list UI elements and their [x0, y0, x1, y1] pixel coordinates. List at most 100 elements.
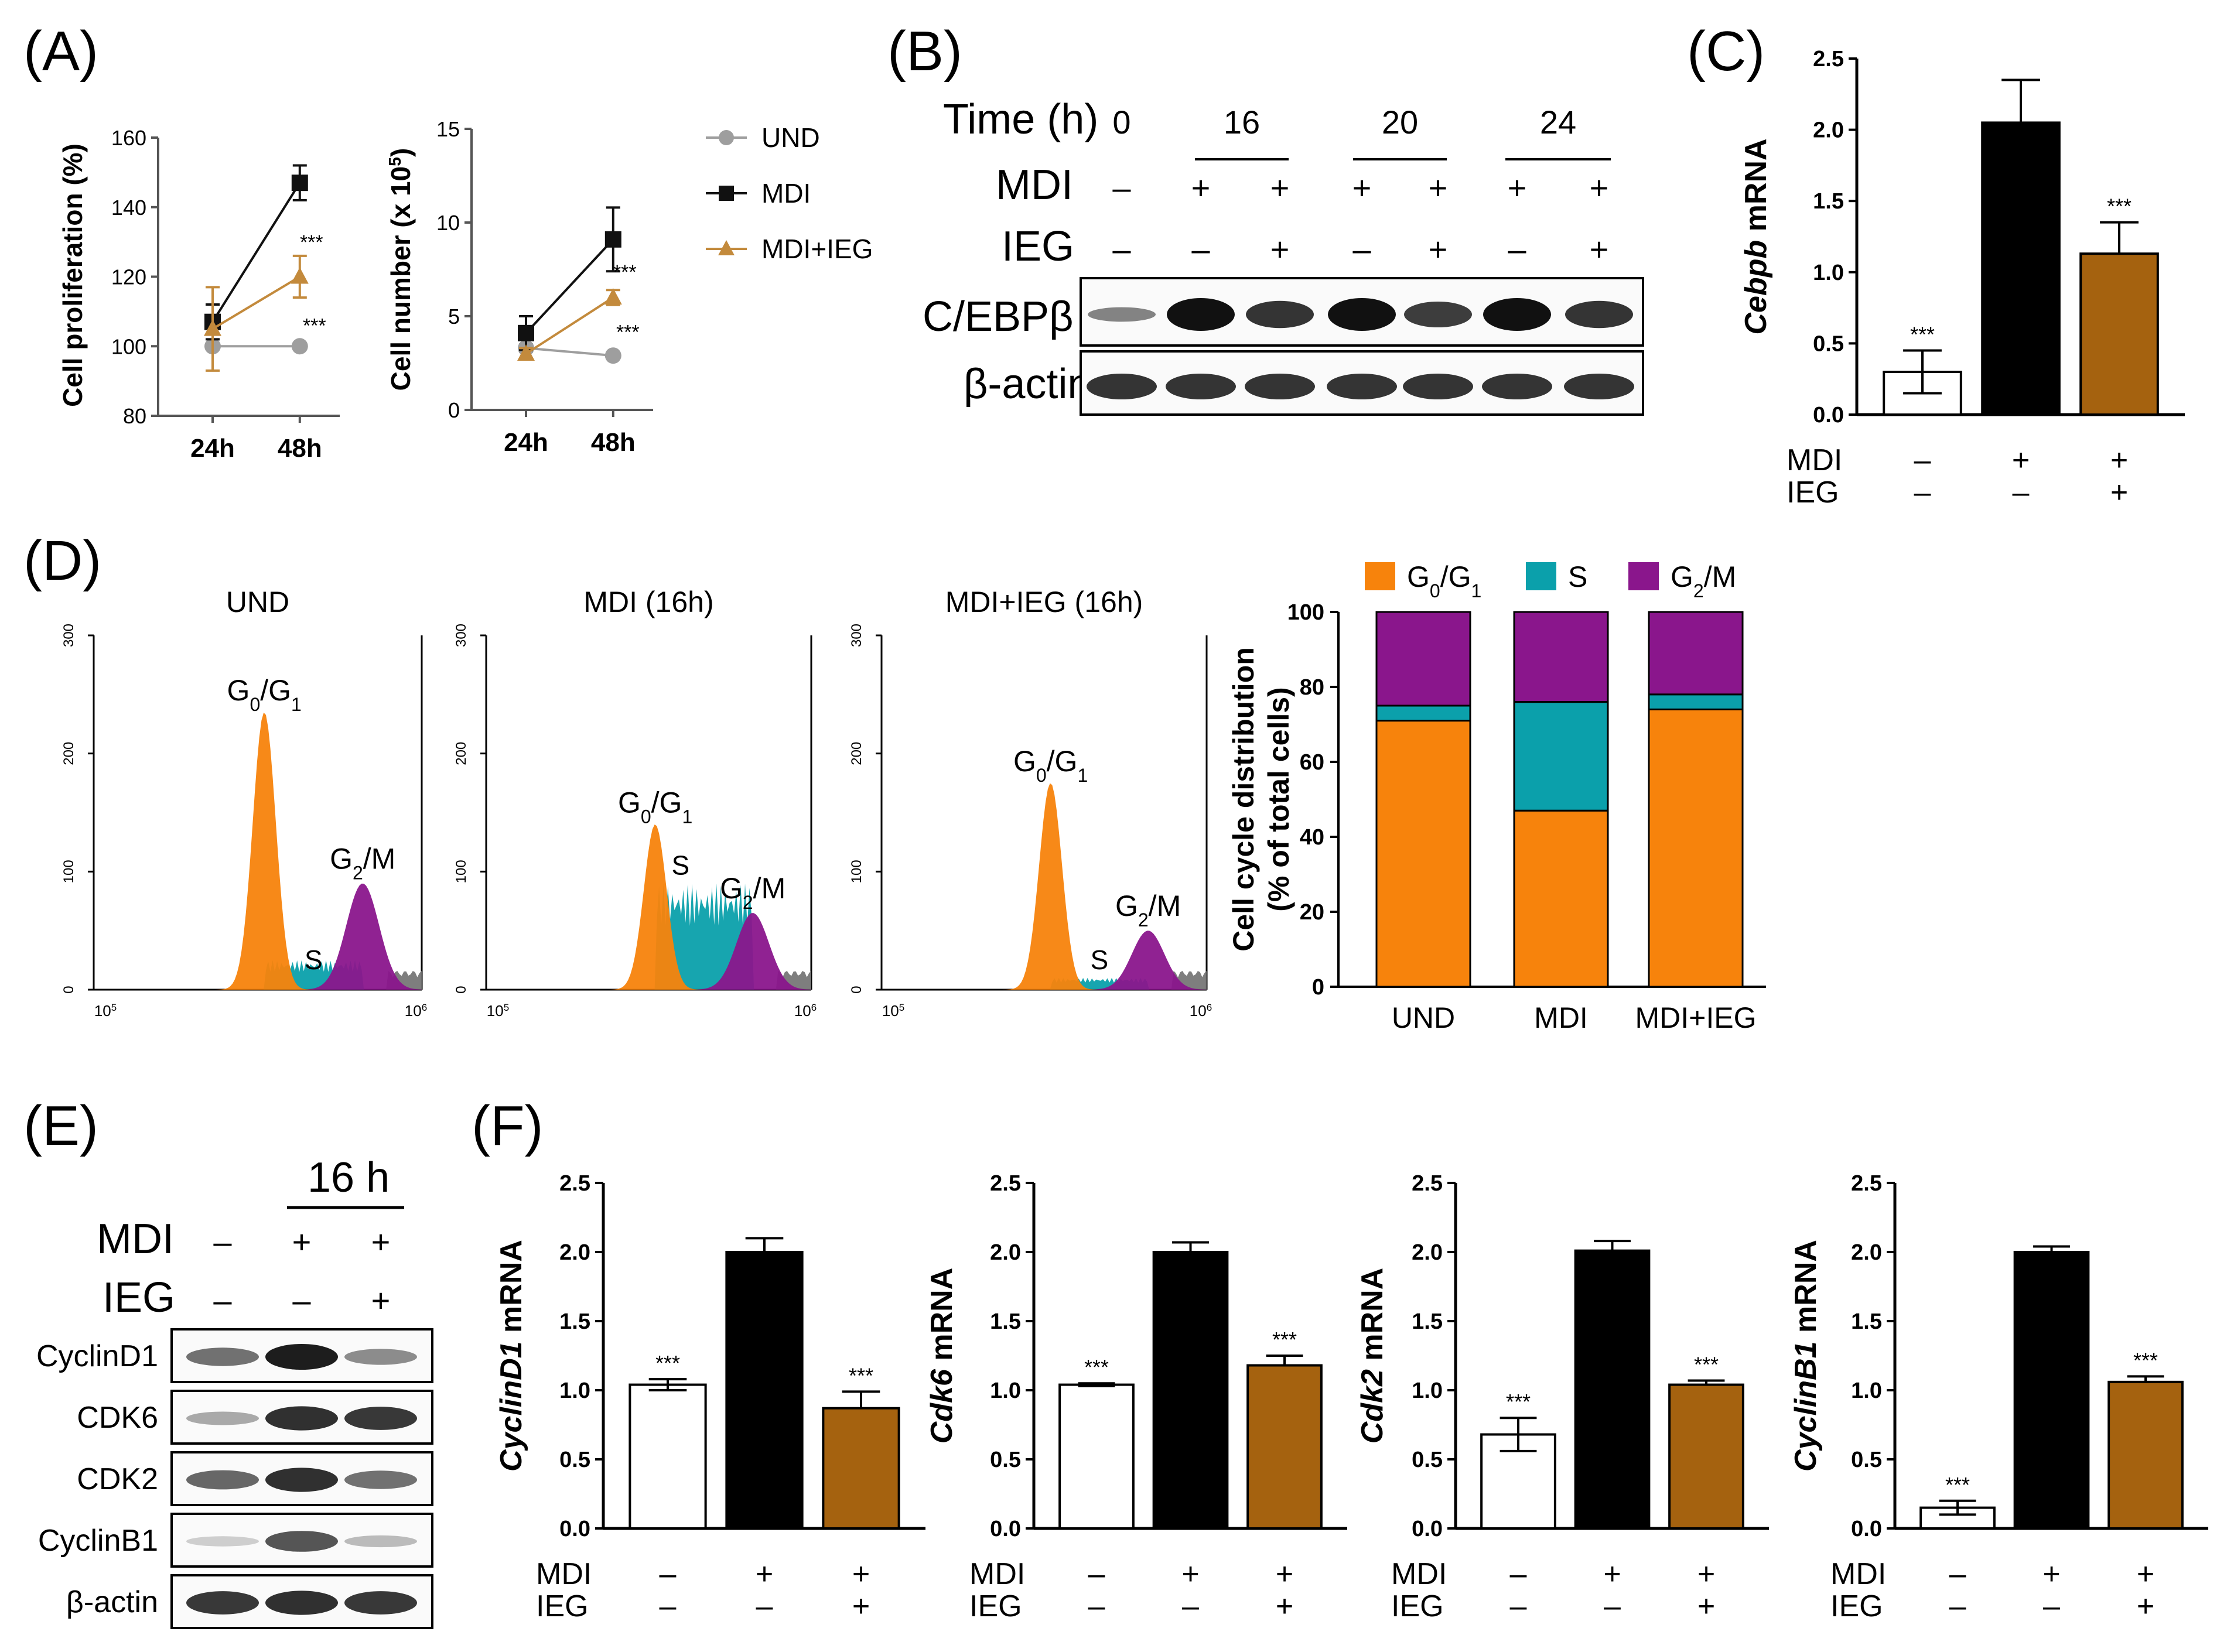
band-actin — [1166, 374, 1236, 399]
hist-x-tick-label: 105 — [94, 1002, 117, 1020]
y-tick-label: 1.0 — [990, 1379, 1021, 1403]
y-tick-label: 2.0 — [1813, 118, 1844, 143]
y-tick-label: 2.5 — [559, 1171, 590, 1196]
x-tick-label: UND — [1392, 1001, 1455, 1034]
ieg-sign: + — [852, 1589, 870, 1623]
part: /G — [1440, 560, 1471, 593]
y-axis-label-part: Cebpb — [1739, 240, 1773, 335]
mdi-row-label: MDI — [969, 1557, 1025, 1591]
g2m-area — [897, 931, 1207, 990]
mdi-sign: + — [1352, 169, 1372, 206]
blot-band — [344, 1591, 417, 1615]
ieg-sign: – — [1914, 476, 1931, 509]
s-peak-label: S — [672, 850, 690, 881]
data-point — [291, 175, 308, 191]
hist-y-tick-label: 200 — [849, 742, 865, 765]
data-point — [604, 288, 622, 305]
y-tick-label: 0.0 — [1412, 1517, 1443, 1541]
y-axis-label-part: 5 — [386, 157, 405, 166]
bar-1 — [1058, 1383, 1135, 1530]
band-actin — [1245, 374, 1315, 399]
g0g1-peak-label: G0/G1 — [227, 674, 302, 715]
band-actin — [1482, 374, 1552, 399]
significance-star: *** — [1945, 1473, 1970, 1497]
y-axis-label-2-part: (% of total cells) — [1262, 687, 1295, 911]
series-line-2 — [211, 275, 300, 330]
hist-x-tick-sup: 5 — [899, 1002, 904, 1013]
hist-y-tick-label: 0 — [453, 986, 469, 993]
blot-label: CDK2 — [77, 1462, 158, 1496]
mdi-sign: – — [1112, 169, 1131, 206]
y-tick-label: 0.5 — [559, 1448, 590, 1472]
time-label: Time (h) — [943, 96, 1098, 143]
blot-label-actin: β-actin — [964, 361, 1091, 408]
y-axis-label-part: Cell proliferation (%) — [57, 143, 88, 407]
x-tick-label: 48h — [278, 434, 322, 463]
ieg-sign: – — [1088, 1589, 1105, 1623]
hist-x-tick-label: 105 — [882, 1002, 904, 1020]
y-tick-label: 40 — [1300, 825, 1324, 850]
significance-star: *** — [1694, 1352, 1719, 1376]
y-tick-label: 2.5 — [1412, 1171, 1443, 1196]
cell-cycle-western-blot: 16 h MDI IEG – – + – + + CyclinD1 CDK6 CDK2 Cycl… — [36, 1154, 433, 1629]
ieg-row-label: IEG — [1391, 1589, 1444, 1623]
y-tick-label: 2.0 — [990, 1240, 1021, 1265]
x-tick-label: MDI+IEG — [1635, 1001, 1757, 1034]
blot-band — [344, 1407, 417, 1430]
bar-3 — [1668, 1383, 1744, 1530]
band-actin — [1403, 374, 1473, 399]
mdi-sign: – — [660, 1557, 677, 1591]
data-point — [604, 231, 621, 248]
g0g1-area — [897, 783, 1207, 990]
legend-marker — [718, 240, 735, 255]
y-tick-label: 0.0 — [990, 1517, 1021, 1541]
part: /G — [651, 786, 682, 819]
hist-y-tick-label: 0 — [849, 986, 865, 993]
y-tick-label: 140 — [111, 196, 146, 220]
x-tick-label: 24h — [190, 434, 235, 463]
blot-band — [265, 1591, 338, 1615]
cebpb-western-blot: Time (h) MDI IEG C/EBPβ β-actin 0 16 20 24 –… — [923, 96, 1644, 416]
y-axis-label: Cebpb mRNA — [1739, 138, 1773, 334]
stack-segment-2 — [1648, 611, 1744, 696]
y-axis-label-part: Cell number (x 10 — [385, 166, 416, 391]
time-value: 20 — [1382, 104, 1418, 141]
y-tick-label: 0.5 — [1412, 1448, 1443, 1472]
legend-label: MDI+IEG — [761, 234, 873, 264]
mdi-sign: + — [1508, 169, 1527, 206]
blot-label: CyclinB1 — [38, 1524, 158, 1558]
legend-label: G2/M — [1671, 560, 1736, 601]
series-line-2 — [525, 296, 614, 355]
y-axis-label-2: (% of total cells) — [1262, 687, 1295, 911]
hist-x-tick-label: 106 — [794, 1002, 817, 1020]
blot-band — [265, 1468, 338, 1492]
y-axis-label: Cdk2 mRNA — [1355, 1268, 1389, 1444]
y-tick-label: 0.0 — [559, 1517, 590, 1541]
sub: 0 — [250, 694, 260, 715]
y-tick-label: 1.5 — [990, 1309, 1021, 1334]
s-peak-label: S — [305, 945, 323, 975]
g0g1-peak-label: G0/G1 — [618, 786, 692, 827]
y-tick-label: 0.5 — [1851, 1448, 1882, 1472]
ieg-sign: – — [1604, 1589, 1621, 1623]
mdi-sign: + — [1270, 169, 1290, 206]
bar-2 — [725, 1251, 804, 1530]
y-tick-label: 1.5 — [1851, 1309, 1882, 1334]
sub: 0 — [1430, 580, 1440, 601]
stack-segment-0 — [1648, 708, 1744, 988]
band-cebpb — [1167, 298, 1235, 331]
sub: 2 — [1693, 580, 1704, 601]
y-tick-label: 1.5 — [559, 1309, 590, 1334]
y-tick-label: 0 — [448, 398, 460, 422]
hist-x-tick-label: 105 — [487, 1002, 509, 1020]
sub: 1 — [1077, 765, 1088, 786]
y-tick-label: 100 — [111, 334, 146, 358]
hist-y-tick-label: 100 — [453, 860, 469, 883]
sub: 1 — [1471, 580, 1482, 601]
ieg-sign: – — [292, 1282, 311, 1319]
s-peak-label: S — [1091, 945, 1109, 975]
ieg-sign: + — [1429, 231, 1448, 268]
y-axis-label-part: mRNA — [1739, 138, 1773, 240]
